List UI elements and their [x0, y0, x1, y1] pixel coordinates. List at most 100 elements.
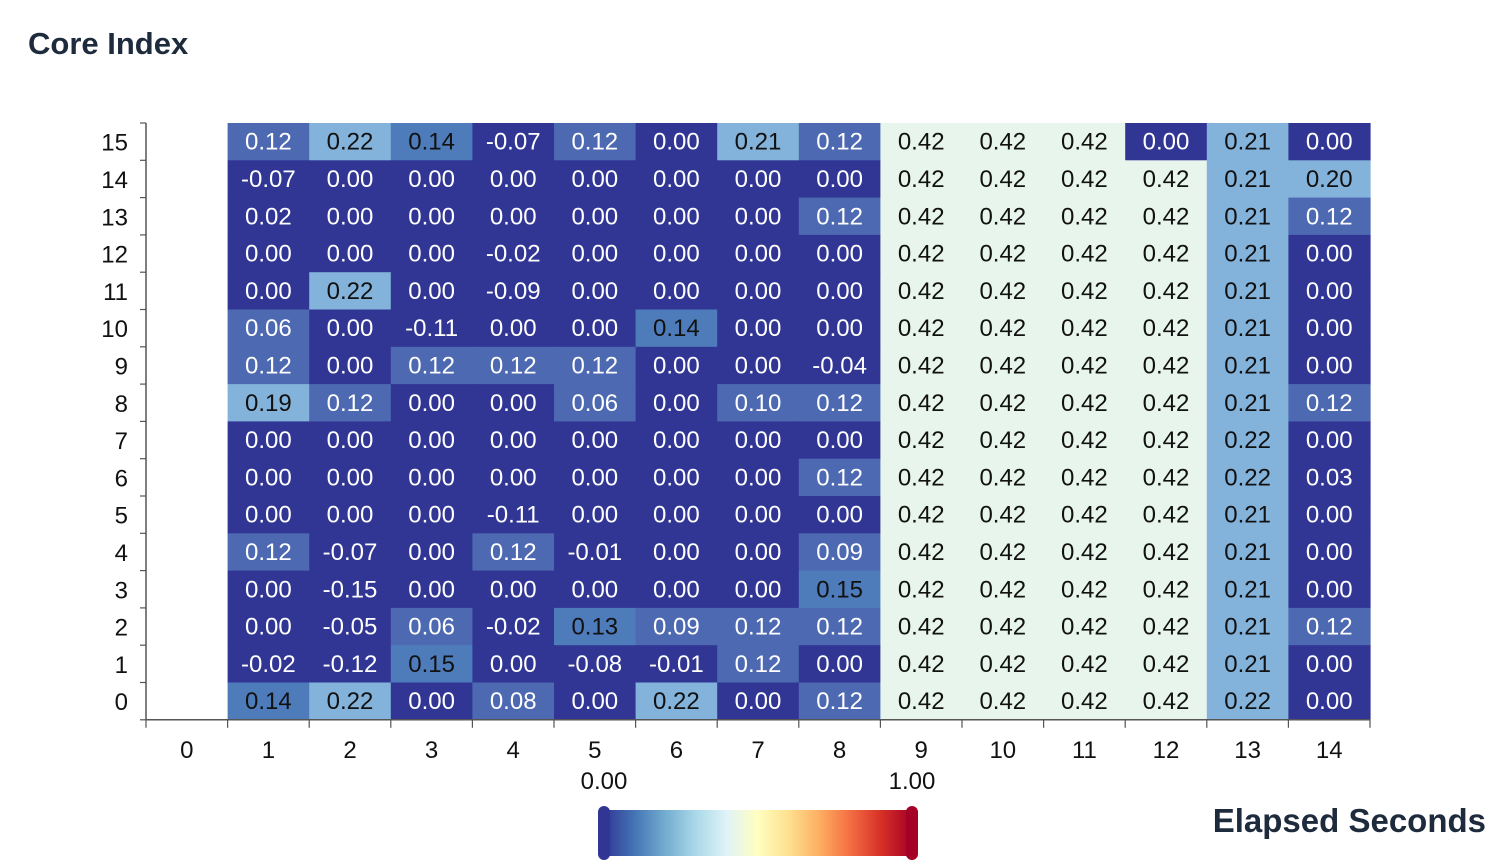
cell-value-label: 0.00 — [327, 464, 374, 491]
heatmap-cell — [880, 570, 963, 609]
colorbar-min-handle[interactable] — [598, 806, 610, 860]
cell-value-label: 0.06 — [571, 390, 618, 417]
cell-value-label: -0.07 — [486, 129, 541, 156]
cell-value-label: 0.00 — [245, 241, 292, 268]
x-tick-label: 8 — [833, 737, 846, 764]
cell-value-label: 0.00 — [408, 241, 455, 268]
cell-value-label: 0.00 — [1143, 129, 1190, 156]
heatmap-cell — [472, 682, 555, 721]
heatmap-cell — [717, 421, 800, 460]
heatmap-cell — [1288, 234, 1371, 273]
heatmap-cell — [962, 234, 1045, 273]
heatmap-cell — [554, 570, 637, 609]
heatmap-cell — [798, 458, 881, 497]
heatmap-cell — [1288, 533, 1371, 572]
heatmap-cell — [1125, 160, 1208, 199]
heatmap-cell — [1043, 682, 1126, 721]
y-tick-label: 7 — [115, 428, 128, 455]
heatmap-cell — [1043, 496, 1126, 534]
heatmap-cell — [717, 234, 800, 273]
heatmap-cell — [1043, 234, 1126, 273]
cell-value-label: 0.42 — [898, 464, 945, 491]
y-tick-label: 15 — [101, 130, 128, 157]
heatmap-cell — [635, 272, 718, 311]
heatmap-cell — [1125, 607, 1208, 646]
cell-value-label: 0.00 — [735, 315, 782, 342]
cell-value-label: 0.42 — [898, 278, 945, 305]
cell-value-label: 0.42 — [1143, 502, 1190, 529]
heatmap-cell — [227, 123, 310, 161]
cell-value-label: 0.00 — [490, 651, 537, 678]
cell-value-label: 0.00 — [816, 278, 863, 305]
heatmap-cell — [390, 160, 473, 199]
heatmap-cell — [390, 682, 473, 721]
cell-value-label: 0.00 — [653, 390, 700, 417]
heatmap-cell — [635, 458, 718, 497]
heatmap-cell — [1206, 570, 1289, 609]
cell-value-label: 0.42 — [898, 539, 945, 566]
heatmap-cell — [717, 496, 800, 534]
cell-value-label: 0.00 — [816, 166, 863, 193]
heatmap-cell — [309, 421, 392, 460]
y-tick-label: 1 — [115, 652, 128, 679]
heatmap-cell — [635, 123, 718, 161]
cell-value-label: 0.00 — [653, 241, 700, 268]
cell-value-label: 0.42 — [1061, 688, 1108, 715]
cell-value-label: -0.02 — [486, 614, 541, 641]
cell-value-label: 0.42 — [1143, 427, 1190, 454]
cell-value-label: 0.00 — [490, 203, 537, 230]
cell-value-label: 0.12 — [245, 539, 292, 566]
cell-value-label: 0.00 — [1306, 539, 1353, 566]
cell-value-label: 0.42 — [979, 203, 1026, 230]
heatmap-cell — [635, 645, 718, 684]
x-tick-label: 7 — [751, 737, 764, 764]
heatmap-cell — [554, 197, 637, 236]
y-tick-label: 6 — [115, 465, 128, 492]
cell-value-label: 0.14 — [408, 129, 455, 156]
heatmap-cell — [962, 384, 1045, 422]
cell-value-label: -0.08 — [567, 651, 622, 678]
colorbar-max-label: 1.00 — [889, 768, 936, 795]
cell-value-label: 0.00 — [653, 203, 700, 230]
cell-value-label: 0.00 — [571, 502, 618, 529]
cell-value-label: 0.12 — [571, 129, 618, 156]
cell-value-label: 0.00 — [408, 688, 455, 715]
heatmap-cell — [1125, 496, 1208, 534]
x-tick-label: 0 — [180, 737, 193, 764]
heatmap-cell — [962, 458, 1045, 497]
cell-value-label: 0.42 — [1061, 427, 1108, 454]
heatmap-cell — [880, 645, 963, 684]
heatmap-cell — [309, 234, 392, 273]
cell-value-label: 0.42 — [898, 203, 945, 230]
heatmap-cell — [635, 197, 718, 236]
cell-value-label: 0.42 — [1143, 352, 1190, 379]
cell-value-label: 0.42 — [1061, 166, 1108, 193]
colorbar-max-handle[interactable] — [906, 806, 918, 860]
cell-value-label: 0.42 — [898, 576, 945, 603]
heatmap-cell — [227, 458, 310, 497]
heatmap-cell — [554, 496, 637, 534]
cell-value-label: 0.00 — [408, 166, 455, 193]
heatmap-cell — [798, 197, 881, 236]
cell-value-label: 0.21 — [1224, 390, 1271, 417]
heatmap-cell — [962, 346, 1045, 385]
heatmap-cell — [717, 346, 800, 385]
heatmap-cell — [309, 160, 392, 199]
cell-value-label: 0.21 — [1224, 651, 1271, 678]
heatmap-cell — [798, 496, 881, 534]
cell-value-label: 0.42 — [898, 502, 945, 529]
heatmap-cell — [717, 645, 800, 684]
heatmap-cell — [554, 458, 637, 497]
cell-value-label: -0.07 — [323, 539, 378, 566]
cell-value-label: -0.11 — [405, 315, 458, 342]
heatmap-cell — [472, 496, 555, 534]
cell-value-label: 0.21 — [1224, 502, 1271, 529]
cell-value-label: 0.00 — [816, 315, 863, 342]
heatmap-cell — [554, 160, 637, 199]
y-axis-title: Core Index — [28, 26, 189, 61]
heatmap-cell — [472, 384, 555, 422]
heatmap-cell — [309, 570, 392, 609]
heatmap-cell — [1043, 197, 1126, 236]
heatmap-cell — [635, 346, 718, 385]
